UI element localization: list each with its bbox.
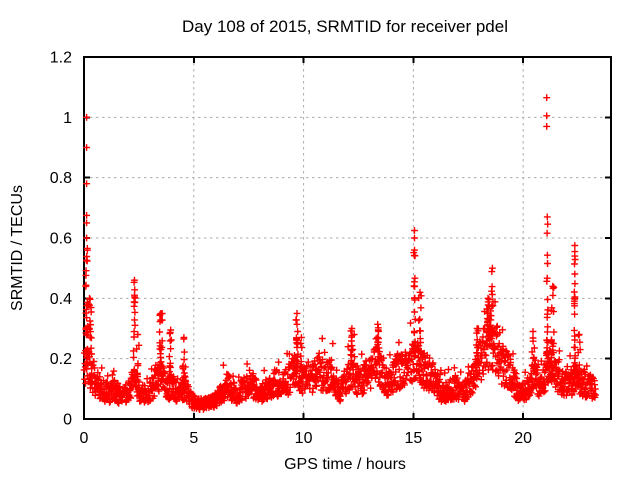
y-tick-label: 0.2 (50, 351, 72, 368)
chart-title: Day 108 of 2015, SRMTID for receiver pde… (182, 17, 508, 36)
y-tick-label: 0.8 (50, 170, 72, 187)
y-tick-label: 1.2 (50, 50, 72, 67)
tick-labels: 0 5 10 15 20 0 0.2 0.4 0.6 0.8 1 1.2 (50, 50, 532, 448)
x-tick-label: 0 (80, 430, 89, 447)
y-tick-label: 0 (63, 412, 72, 429)
y-tick-label: 1 (63, 110, 72, 127)
data-points (80, 94, 599, 413)
x-axis-label: GPS time / hours (284, 456, 406, 473)
scatter-plus-markers (80, 94, 599, 413)
x-tick-label: 15 (404, 430, 422, 447)
y-tick-label: 0.6 (50, 231, 72, 248)
y-axis-label: SRMTID / TECUs (9, 185, 26, 311)
x-tick-label: 5 (189, 430, 198, 447)
x-tick-label: 20 (514, 430, 532, 447)
x-tick-label: 10 (295, 430, 313, 447)
y-tick-label: 0.4 (50, 291, 72, 308)
